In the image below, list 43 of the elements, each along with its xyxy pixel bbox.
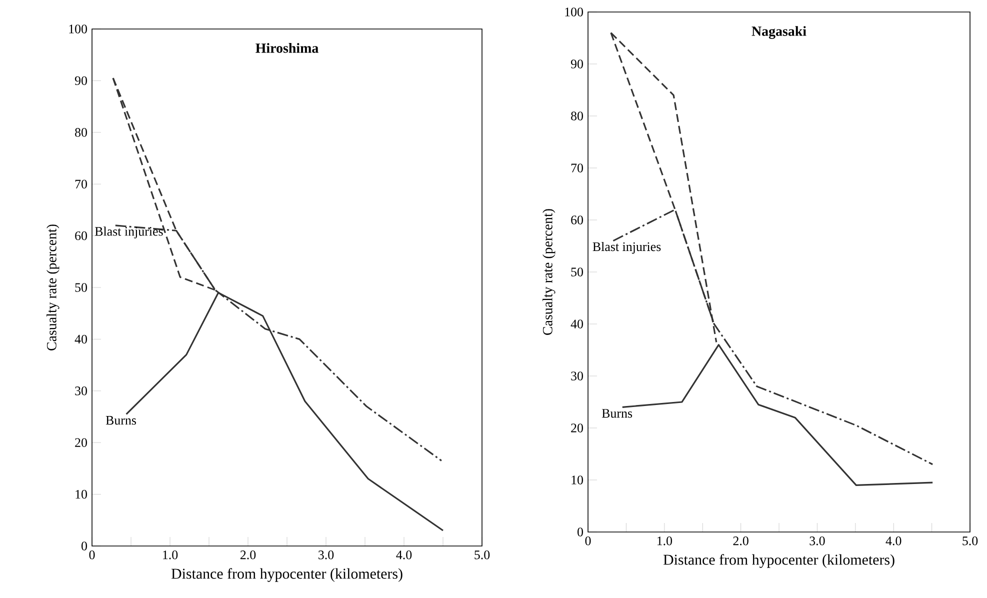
y-tick-label: 70 xyxy=(571,164,584,172)
x-axis-title: Distance from hypocenter (kilometers) xyxy=(171,568,402,582)
x-tick-label: 5.0 xyxy=(962,536,978,546)
x-axis-title: Distance from hypocenter (kilometers) xyxy=(663,554,894,568)
y-tick-label: 70 xyxy=(75,180,87,188)
y-tick-label: 90 xyxy=(570,60,584,68)
series-label: Burns xyxy=(106,416,136,425)
y-tick-label: 80 xyxy=(571,112,584,120)
series-label: Blast injuries xyxy=(592,242,661,254)
y-tick-label: 40 xyxy=(74,334,87,344)
x-tick-label: 3.0 xyxy=(810,536,825,546)
x-tick-label: 4.0 xyxy=(396,550,412,560)
y-tick-label: 30 xyxy=(75,386,87,396)
y-tick-label: 20 xyxy=(75,438,87,447)
y-tick-label: 10 xyxy=(572,476,584,484)
x-tick-label: 2.0 xyxy=(733,536,748,546)
y-tick-label: 10 xyxy=(76,490,87,499)
y-tick-label: 30 xyxy=(571,372,584,380)
x-tick-label: 4.0 xyxy=(886,536,902,546)
y-tick-label: 90 xyxy=(74,76,87,86)
x-tick-label: 0 xyxy=(89,550,95,560)
y-tick-label: 50 xyxy=(75,283,87,292)
y-tick-label: 100 xyxy=(565,8,584,16)
series-label: Burns xyxy=(602,409,632,418)
x-tick-label: 2.0 xyxy=(240,550,256,560)
x-tick-label: 5.0 xyxy=(474,550,490,560)
text: Nagasaki xyxy=(752,26,806,39)
x-tick-label: 1.0 xyxy=(657,536,672,546)
y-axis-title: Casualty rate (percent) xyxy=(542,209,556,335)
y-tick-label: 50 xyxy=(571,268,584,276)
y-tick-label: 80 xyxy=(75,128,87,137)
text: Hiroshima xyxy=(256,43,318,53)
y-tick-label: 60 xyxy=(571,216,584,224)
y-tick-label: 60 xyxy=(75,231,87,240)
y-tick-label: 100 xyxy=(69,24,87,34)
x-tick-label: 3.0 xyxy=(318,550,334,560)
y-tick-label: 20 xyxy=(571,424,584,432)
x-tick-label: 0 xyxy=(585,536,591,546)
y-tick-label: 0 xyxy=(578,528,584,536)
y-axis-title: Casualty rate (percent) xyxy=(46,224,60,350)
series-label: Blast injuries xyxy=(94,226,163,238)
x-tick-label: 1.0 xyxy=(163,550,178,560)
y-tick-label: 40 xyxy=(570,320,584,328)
